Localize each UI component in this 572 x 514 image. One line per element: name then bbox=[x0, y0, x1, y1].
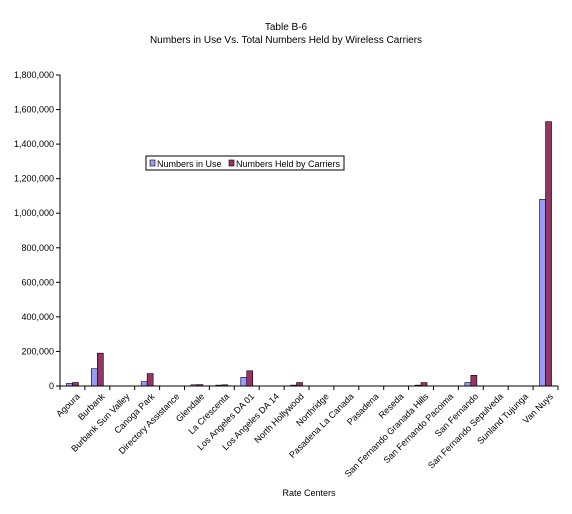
y-tick-label: 600,000 bbox=[21, 277, 54, 287]
y-tick-label: 1,800,000 bbox=[14, 70, 54, 80]
legend: Numbers in Use Numbers Held by Carriers bbox=[145, 155, 345, 171]
bar-numbers-in-use-los-angeles-da-01 bbox=[240, 377, 248, 387]
bar-numbers-held-by-carriers-van-nuys bbox=[545, 121, 552, 387]
legend-swatch-numbers-held-by-carriers bbox=[228, 159, 235, 167]
bar-numbers-in-use-van-nuys bbox=[539, 199, 546, 387]
bar-numbers-held-by-carriers-los-angeles-da-01 bbox=[246, 370, 254, 387]
bar-numbers-in-use-canoga-park bbox=[140, 381, 148, 387]
legend-label-numbers-held-by-carriers: Numbers Held by Carriers bbox=[236, 159, 341, 169]
y-tick-label: 400,000 bbox=[21, 312, 54, 322]
bar-numbers-held-by-carriers-canoga-park bbox=[146, 373, 154, 387]
y-tick-label: 200,000 bbox=[21, 346, 54, 356]
legend-label-numbers-in-use: Numbers in Use bbox=[157, 159, 222, 169]
bar-numbers-held-by-carriers-san-fernando bbox=[470, 374, 478, 387]
bar-numbers-held-by-carriers-san-fernando-granada-hills bbox=[420, 382, 428, 387]
bar-numbers-held-by-carriers-agoura bbox=[72, 382, 79, 387]
y-axis: 0 200,000 400,000 600,000 800,000 1,000,000 1,… bbox=[14, 70, 61, 391]
chart-title: Table B-6 bbox=[265, 22, 308, 33]
y-tick-label: 1,200,000 bbox=[14, 174, 54, 184]
chart-subtitle: Numbers in Use Vs. Total Numbers Held by… bbox=[150, 35, 422, 46]
bar-numbers-held-by-carriers-burbank bbox=[97, 352, 104, 387]
bar-numbers-in-use-san-fernando bbox=[464, 382, 472, 387]
bar-numbers-held-by-carriers-north-hollywood bbox=[296, 382, 303, 387]
y-tick-label: 1,000,000 bbox=[14, 208, 54, 218]
y-tick-label: 800,000 bbox=[21, 243, 54, 253]
legend-box bbox=[145, 155, 345, 171]
y-tick-label: 1,600,000 bbox=[14, 105, 54, 115]
x-axis-title: Rate Centers bbox=[282, 488, 336, 498]
y-tick-label: 1,400,000 bbox=[14, 139, 54, 149]
y-tick-label: 0 bbox=[49, 381, 54, 391]
legend-swatch-numbers-in-use bbox=[149, 159, 156, 167]
bar-numbers-in-use-burbank bbox=[91, 368, 98, 387]
